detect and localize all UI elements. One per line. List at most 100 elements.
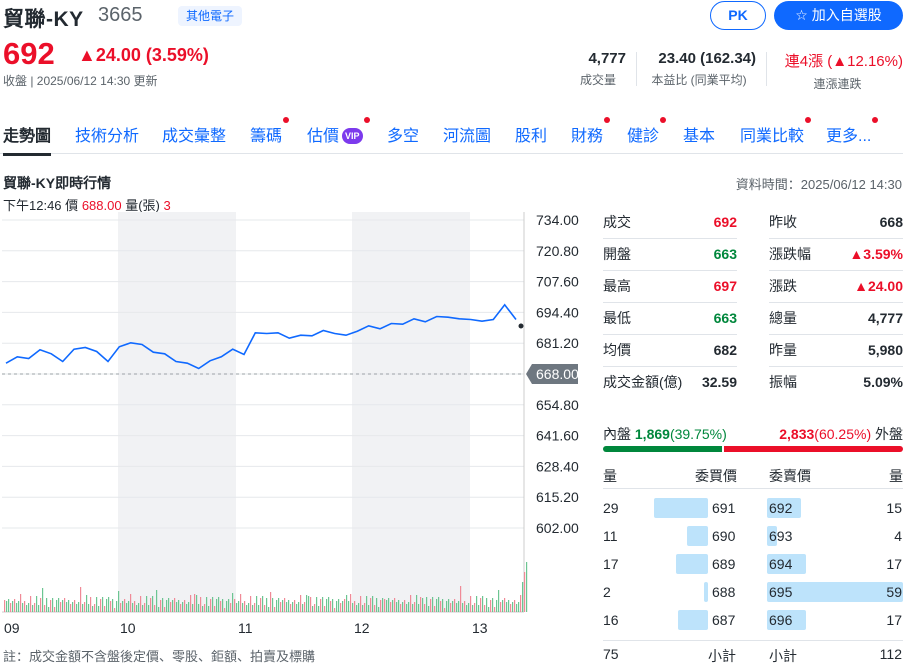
ask-depth-bar (767, 582, 903, 602)
volume-bar (416, 595, 418, 612)
volume-bar (388, 598, 390, 612)
quote-left-row: 最低 663 (603, 302, 737, 334)
tab-chips[interactable]: 籌碼 (250, 117, 290, 146)
pk-button[interactable]: PK (710, 1, 766, 30)
y-tick-label: 694.40 (536, 304, 579, 320)
row-divider (603, 366, 737, 367)
volume-bar (16, 603, 18, 612)
industry-badge[interactable]: 其他電子 (178, 6, 243, 26)
volume-bar (302, 604, 304, 612)
volume-bar (390, 602, 392, 612)
tab-river[interactable]: 河流圖 (443, 128, 492, 145)
volume-bar (78, 602, 80, 612)
bid-depth-bar (676, 554, 708, 574)
volume-bar (36, 596, 38, 612)
volume-bar (188, 602, 190, 612)
quote-value: 5.09% (863, 374, 903, 390)
row-divider (769, 334, 903, 335)
y-tick-label: 734.00 (536, 212, 579, 228)
update-status: 收盤 | 2025/06/12 14:30 更新 (3, 74, 158, 88)
quote-value: ▲3.59% (849, 246, 903, 262)
y-tick-label: 615.20 (536, 489, 579, 505)
notification-dot (363, 117, 370, 123)
quote-value: 692 (713, 214, 737, 230)
tab-financial[interactable]: 財務 (571, 117, 611, 146)
volume-bar (392, 600, 394, 612)
volume-bar (66, 602, 68, 612)
volume-bar (202, 606, 204, 612)
volume-bar (26, 605, 28, 612)
volume-bar (304, 602, 306, 612)
volume-bar (32, 605, 34, 612)
inner-bar (603, 446, 723, 452)
footnote: 註：成交金額不含盤後定價、零股、鉅額、拍賣及標購 (3, 649, 316, 664)
orderbook-header: 量 (889, 468, 903, 484)
tab-dividend[interactable]: 股利 (515, 128, 548, 145)
volume-bar (132, 603, 134, 612)
bid-qty: 17 (603, 556, 619, 572)
volume-bar (502, 600, 504, 612)
intraday-chart[interactable]: 734.00 720.80 707.60 694.40 681.20 668.00 654.… (0, 212, 590, 664)
volume-bar (358, 603, 360, 612)
tab-more[interactable]: 更多... (826, 117, 879, 146)
volume-bar (12, 601, 14, 612)
volume-bar (456, 603, 458, 612)
tab-technical[interactable]: 技術分析 (75, 128, 140, 145)
volume-bar (240, 594, 242, 612)
volume-bar (394, 598, 396, 612)
volume-bar (344, 599, 346, 612)
tab-basic[interactable]: 基本 (683, 128, 716, 145)
volume-bar (444, 608, 446, 612)
tab-peers[interactable]: 同業比較 (740, 117, 812, 146)
bid-depth-bar (687, 526, 708, 546)
up-arrow-icon: ▲ (78, 45, 96, 65)
volume-bar (320, 599, 322, 612)
volume-bar (316, 597, 318, 612)
quote-label: 總量 (769, 310, 797, 326)
volume-bar (422, 598, 424, 612)
volume-bar (406, 604, 408, 612)
volume-bar (226, 601, 228, 612)
chart-band (118, 212, 236, 612)
tab-longshort[interactable]: 多空 (387, 128, 420, 145)
quote-right-row: 昨收 668 (769, 206, 903, 238)
add-watchlist-button[interactable]: ☆ 加入自選股 (774, 1, 903, 30)
volume-bar (48, 607, 50, 612)
tab-chart[interactable]: 走勢圖 (3, 122, 52, 156)
star-icon: ☆ (795, 7, 808, 23)
quote-label: 成交金額(億) (603, 374, 683, 390)
volume-bar (128, 601, 130, 612)
volume-bar (266, 598, 268, 612)
divider (636, 52, 637, 86)
volume-bar (522, 582, 524, 612)
volume-bar (198, 604, 200, 612)
tab-trades[interactable]: 成交彙整 (162, 128, 227, 145)
volume-bar (6, 601, 8, 612)
ask-qty: 17 (886, 612, 902, 628)
vip-badge: VIP (342, 128, 363, 144)
volume-bar (408, 602, 410, 612)
quote-left-row: 均價 682 (603, 334, 737, 366)
bid-total: 75 (603, 646, 619, 662)
ask-price: 695 (769, 584, 793, 600)
notification-dot (604, 117, 611, 123)
quote-label: 昨量 (769, 342, 797, 358)
notification-dot (660, 117, 667, 123)
volume-bar (212, 597, 214, 612)
y-tick-label: 654.80 (536, 397, 579, 413)
volume-bar (348, 601, 350, 612)
volume-bar (286, 602, 288, 612)
tab-checkup[interactable]: 健診 (627, 117, 667, 146)
current-price: 692 (3, 36, 55, 71)
volume-bar (310, 597, 312, 612)
volume-bar (328, 597, 330, 612)
volume-bar (398, 600, 400, 612)
y-tick-label: 707.60 (536, 274, 579, 290)
volume-bar (312, 606, 314, 612)
volume-bar (214, 606, 216, 612)
volume-bar (460, 586, 462, 612)
volume-bar (410, 595, 412, 612)
volume-bar (412, 604, 414, 612)
volume-bar (482, 596, 484, 612)
tab-valuation[interactable]: 估價 VIP (307, 117, 370, 146)
